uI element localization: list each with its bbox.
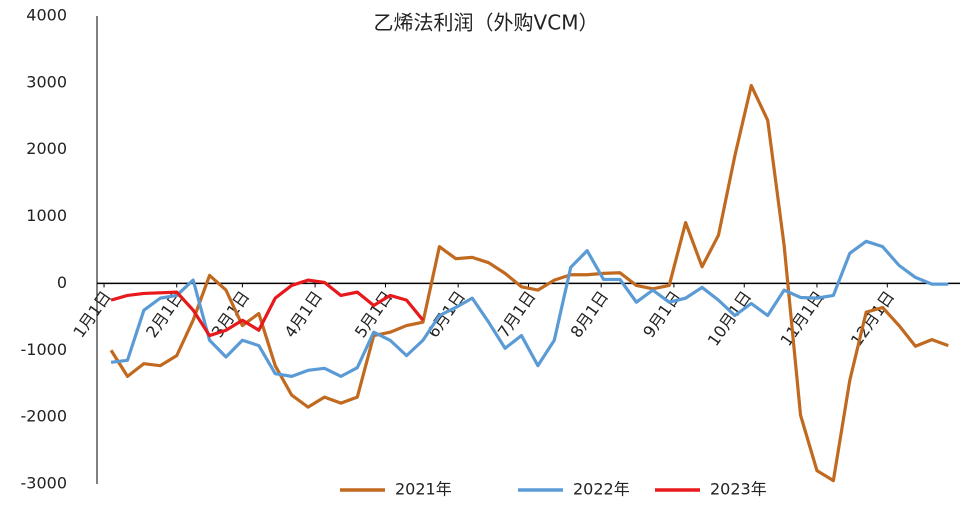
y-tick-label: -3000 xyxy=(21,474,68,493)
x-tick-label: 8月1日 xyxy=(567,287,613,341)
legend-label: 2023年 xyxy=(710,480,767,499)
legend-label: 2022年 xyxy=(573,480,630,499)
x-tick-label: 1月1日 xyxy=(69,287,115,341)
x-tick-label: 7月1日 xyxy=(494,287,540,341)
series-line xyxy=(110,278,425,338)
y-tick-label: -1000 xyxy=(21,340,68,359)
y-tick-label: 0 xyxy=(57,273,67,292)
y-tick-label: 1000 xyxy=(26,206,67,225)
y-tick-label: -2000 xyxy=(21,407,68,426)
legend-label: 2021年 xyxy=(395,480,452,499)
y-tick-label: 3000 xyxy=(26,72,67,91)
chart-title: 乙烯法利润（外购VCM） xyxy=(374,11,599,35)
y-tick-label: 2000 xyxy=(26,139,67,158)
x-tick-label: 4月1日 xyxy=(280,287,326,341)
y-tick-label: 4000 xyxy=(26,6,67,25)
series-line xyxy=(109,83,949,483)
series-line xyxy=(110,239,949,378)
